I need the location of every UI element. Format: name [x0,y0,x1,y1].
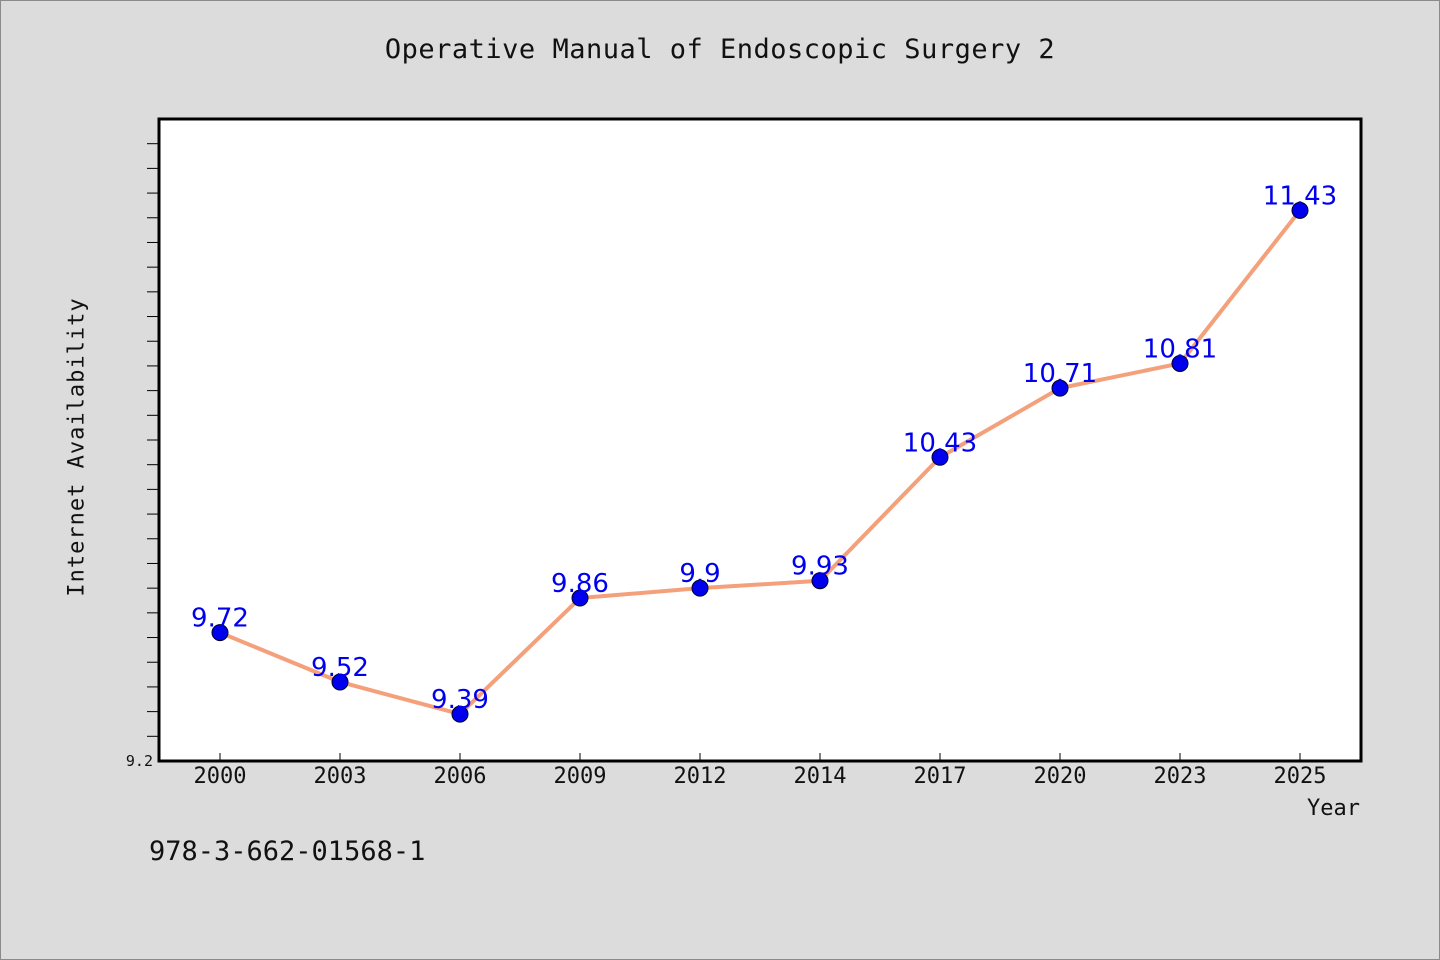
x-tick-label: 2009 [554,764,607,789]
data-point [331,673,349,691]
data-label: 9.39 [431,685,489,715]
data-label: 10.43 [903,428,977,458]
data-label: 10.71 [1023,359,1097,389]
x-axis-label: Year [1307,796,1360,821]
data-label: 11.43 [1263,181,1337,211]
data-labels: 9.72 9.52 9.39 9.86 9.9 9.93 10.43 10.71 10.81 11… [191,181,1337,715]
data-point [811,572,829,590]
data-point [211,624,229,642]
data-point [1291,201,1309,219]
data-label: 9.86 [551,569,609,599]
x-tick-label: 2017 [914,764,967,789]
y-tick-label: 9.2 [126,752,153,770]
series-line [219,209,1302,717]
data-label: 9.93 [791,552,849,582]
x-tick-label: 2000 [194,764,247,789]
x-tick-label: 2025 [1274,764,1327,789]
x-tick-label: 2006 [434,764,487,789]
data-point [931,448,949,466]
data-point [1051,379,1069,397]
x-axis-ticks: 2000 2003 2006 2009 2012 2014 2017 2020 2023 2025 [194,753,1327,789]
chart-title: Operative Manual of Endoscopic Surgery 2 [384,34,1056,65]
y-axis-ticks: 9.2 [126,143,159,770]
plot-area [157,117,1363,763]
x-tick-label: 2014 [794,764,847,789]
data-label: 9.72 [191,604,249,634]
data-point [451,705,469,723]
data-point [691,579,709,597]
data-point [571,589,589,607]
isbn-text: 978-3-662-01568-1 [149,836,426,867]
data-label: 9.52 [311,653,369,683]
data-markers [211,201,1309,723]
x-tick-label: 2020 [1034,764,1087,789]
x-tick-label: 2023 [1154,764,1207,789]
data-point [1171,354,1189,372]
data-label: 10.81 [1143,334,1217,364]
data-label: 9.9 [679,559,720,589]
x-tick-label: 2012 [674,764,727,789]
x-tick-label: 2003 [314,764,367,789]
